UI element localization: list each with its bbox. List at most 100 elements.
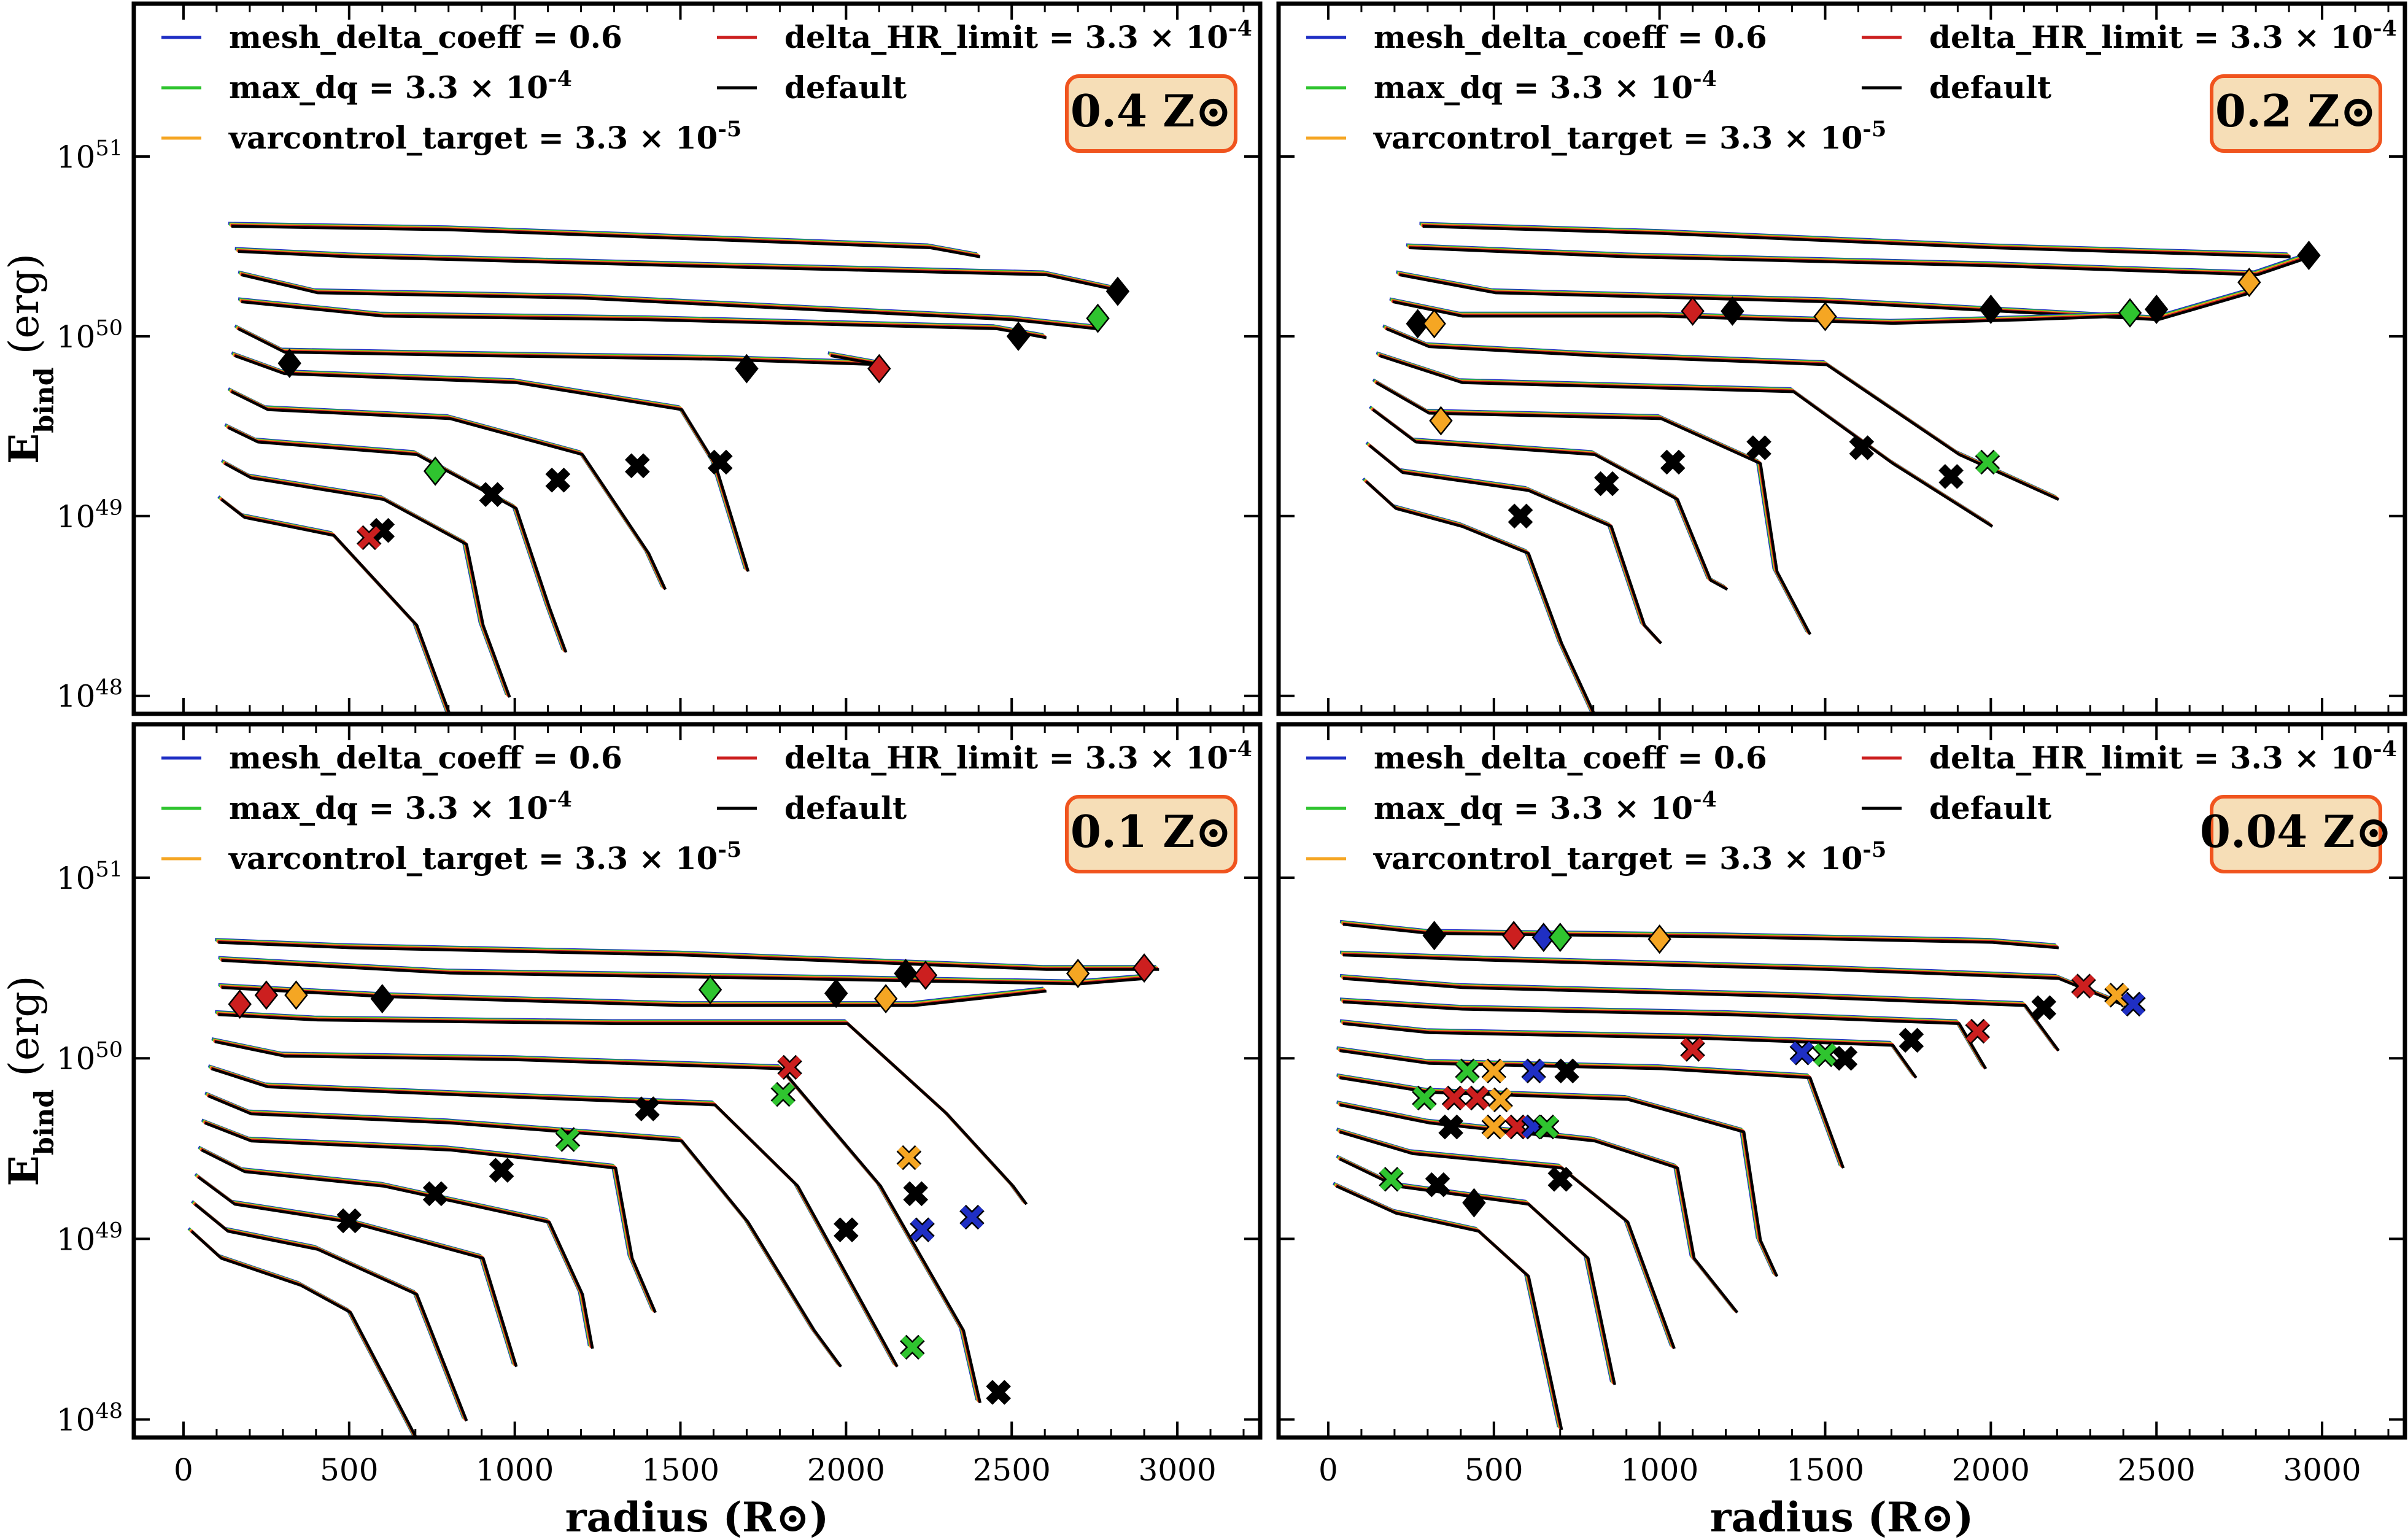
track-6-default	[1375, 381, 1812, 635]
marker-cross-10	[480, 483, 503, 506]
marker-cross-5	[2072, 975, 2096, 998]
y-tick-label: 1050	[56, 1038, 123, 1077]
marker-diamond-1	[1721, 296, 1744, 326]
marker-diamond-5	[894, 958, 918, 988]
track-0-default	[231, 225, 981, 258]
x-axis-label: radius (R⊙)	[1710, 1493, 1973, 1540]
marker-cross-24	[338, 1209, 361, 1232]
marker-diamond-3	[1979, 294, 2003, 324]
track-7-default	[1339, 1103, 1739, 1314]
marker-diamond-2	[1813, 301, 1837, 331]
legend: mesh_delta_coeff = 0.6 max_dq = 3.3 × 10-…	[161, 737, 1252, 877]
marker-cross-9	[708, 451, 732, 474]
marker-cross-13	[1850, 436, 1873, 460]
plot-frame	[1276, 1, 2407, 716]
marker-cross-27	[1535, 1115, 1558, 1139]
marker-diamond-6	[2237, 268, 2261, 298]
marker-cross-13	[897, 1146, 921, 1169]
x-axis-label: radius (R⊙)	[565, 1493, 829, 1540]
y-axis-label: Ebind (erg)	[0, 253, 60, 464]
track-4-default	[214, 1040, 981, 1404]
x-tick-label: 2500	[973, 1452, 1051, 1488]
marker-cross-20	[1442, 1086, 1466, 1110]
legend-entry: default	[1929, 790, 2051, 826]
legend-entry: max_dq = 3.3 × 10-4	[1374, 787, 1717, 827]
panel-0.2Z: mesh_delta_coeff = 0.6 max_dq = 3.3 × 10-…	[1276, 1, 2407, 716]
marker-diamond-5	[2145, 294, 2169, 324]
metallicity-badge	[2210, 795, 2382, 873]
track-2-default	[241, 273, 1096, 330]
marker-cross-17	[1522, 1059, 1546, 1083]
marker-diamond-0	[228, 989, 252, 1019]
marker-diamond-7	[1066, 958, 1090, 988]
metallicity-badge	[1065, 74, 1237, 153]
track-11-default	[190, 1230, 418, 1437]
marker-cross-11	[1976, 451, 1999, 474]
legend-entry: max_dq = 3.3 × 10-4	[229, 66, 572, 106]
marker-cross-23	[424, 1182, 447, 1205]
track-1-default	[238, 250, 1113, 291]
legend-entry: default	[784, 69, 907, 106]
marker-cross-11	[778, 1056, 802, 1079]
data-layer	[1333, 919, 2146, 1431]
track-8-default	[224, 462, 511, 698]
panel-0.4Z: 1048 1049 1050 1051 mesh_delta_coeff = 0.6 ma…	[0, 1, 1263, 716]
data-layer	[217, 222, 1130, 714]
track-0-default	[1342, 923, 2059, 950]
track-7-default	[204, 1121, 657, 1314]
y-tick-label: 1048	[56, 676, 123, 714]
x-tick-label: 3000	[2283, 1452, 2361, 1488]
marker-cross-21	[1466, 1086, 1489, 1110]
marker-cross-9	[1966, 1020, 1989, 1043]
legend-entry: default	[1929, 69, 2051, 106]
track-3-default	[218, 1013, 1028, 1205]
legend-entry: varcontrol_target = 3.3 × 10-5	[1373, 117, 1886, 157]
marker-cross-16	[1595, 472, 1618, 495]
legend-entry: varcontrol_target = 3.3 × 10-5	[228, 837, 741, 877]
marker-cross-22	[1489, 1088, 1512, 1112]
marker-diamond-8	[1132, 953, 1156, 983]
x-tick-label: 2000	[807, 1452, 885, 1488]
marker-cross-14	[904, 1182, 927, 1205]
marker-diamond-8	[1406, 309, 1430, 339]
marker-cross-8	[625, 454, 649, 478]
panel-0.1Z: 0 500 1000 1500 2000 2500 3000 1048 1049 1050 1051…	[0, 722, 1263, 1540]
metallicity-label: 0.04 Z⊙	[2200, 805, 2392, 857]
track-4-default	[1342, 1022, 1918, 1079]
metallicity-label: 0.2 Z⊙	[2215, 85, 2377, 137]
x-tick-label: 1500	[641, 1452, 719, 1488]
marker-cross-11	[1681, 1037, 1705, 1061]
track-10-default	[194, 1203, 468, 1422]
y-axis-label: Ebind (erg)	[0, 975, 60, 1186]
y-tick-label: 1050	[56, 316, 123, 355]
track-2-default	[1342, 977, 2060, 1052]
marker-diamond-0	[1681, 296, 1705, 326]
track-6-default	[231, 390, 667, 590]
track-7-default	[1372, 408, 1729, 591]
track-5-default	[234, 354, 750, 572]
legend: mesh_delta_coeff = 0.6 max_dq = 3.3 × 10-…	[1306, 737, 2397, 876]
track-1-default	[1409, 246, 2311, 277]
x-tick-label: 1500	[1786, 1452, 1864, 1488]
plot-frame	[131, 722, 1263, 1440]
track-10-default	[1336, 1185, 1563, 1431]
legend-entry: mesh_delta_coeff = 0.6	[229, 19, 622, 55]
track-0-default	[1422, 225, 2291, 258]
marker-cross-14	[1748, 436, 1771, 460]
y-tick-label: 1048	[56, 1399, 123, 1438]
x-tick-label: 500	[1465, 1452, 1523, 1488]
marker-cross-15	[1456, 1059, 1479, 1083]
legend-entry: delta_HR_limit = 3.3 × 10-4	[1929, 737, 2397, 776]
marker-diamond-6	[423, 456, 447, 486]
panel-0.04Z: 0 500 1000 1500 2000 2500 3000 mesh_delta_coeff…	[1276, 722, 2407, 1540]
marker-cross-17	[910, 1218, 934, 1242]
y-tick-label: 1049	[56, 1218, 123, 1257]
marker-cross-12	[1791, 1041, 1814, 1064]
marker-diamond-9	[1422, 309, 1446, 339]
track-5-default	[1339, 1049, 1845, 1169]
x-tick-label: 2500	[2118, 1452, 2196, 1488]
marker-cross-29	[1426, 1173, 1449, 1196]
legend: mesh_delta_coeff = 0.6 max_dq = 3.3 × 10-…	[161, 16, 1252, 156]
legend-entry: delta_HR_limit = 3.3 × 10-4	[1929, 16, 2397, 56]
data-layer	[1362, 222, 2321, 714]
